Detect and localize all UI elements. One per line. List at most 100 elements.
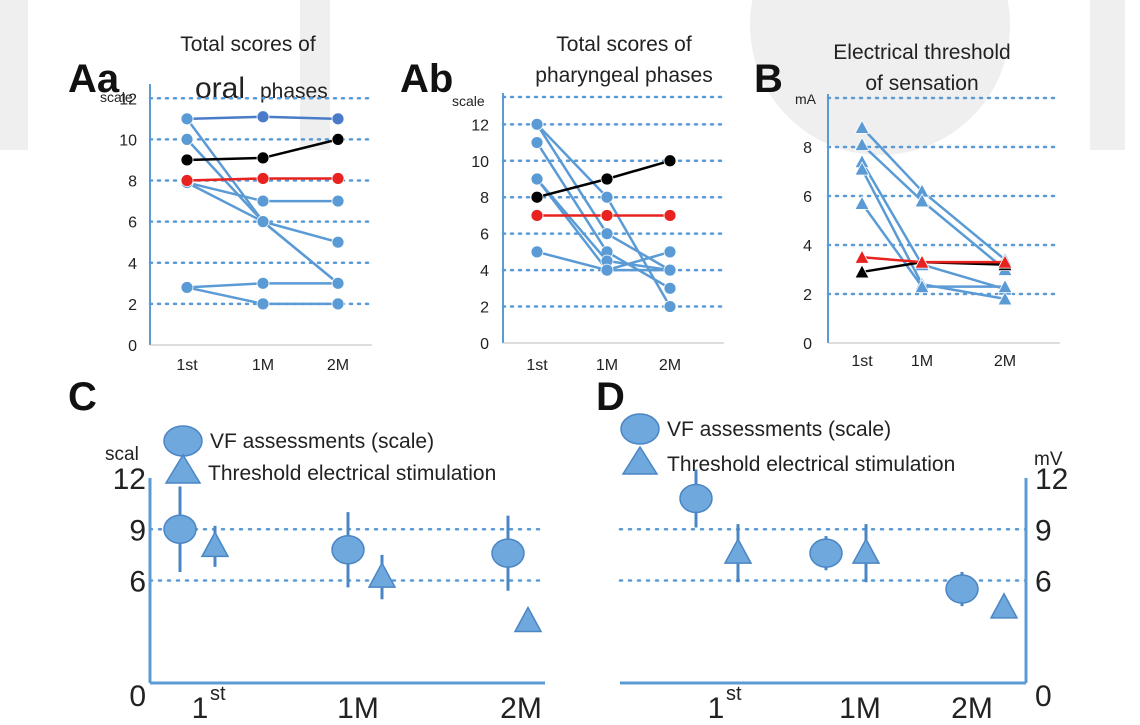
panel-letter-aa: Aa <box>68 57 120 101</box>
y-tick-label: 8 <box>480 190 489 207</box>
data-point <box>854 249 870 264</box>
series-line <box>860 161 1006 291</box>
y-tick-label: 0 <box>480 336 489 353</box>
chart-c: scal 0 6 9 12 1 st 1M 2M <box>105 444 547 725</box>
data-point <box>180 153 194 167</box>
legend-d-triangle-label: Threshold electrical stimulation <box>667 453 955 476</box>
chart-d: mV 0 6 9 12 1 st 1M 2M <box>618 449 1068 725</box>
x-tick-label: 1st <box>176 357 198 374</box>
series-line <box>861 256 1005 264</box>
data-point-triangle <box>513 605 543 633</box>
data-point <box>180 281 194 294</box>
data-point <box>663 281 677 295</box>
data-point <box>854 136 870 151</box>
data-point <box>663 300 677 313</box>
y-tick-label: 4 <box>803 238 812 255</box>
data-point <box>256 297 270 311</box>
y-tick-label: 12 <box>113 463 146 496</box>
legend-c-circle-label: VF assessments (scale) <box>210 430 434 453</box>
panel-letter-c: C <box>68 375 97 419</box>
y-tick-label: 6 <box>129 566 146 599</box>
watermark-logo <box>0 0 1125 155</box>
y-tick-label: 8 <box>128 174 137 191</box>
b-title-line2: of sensation <box>865 72 978 95</box>
data-point <box>997 291 1013 306</box>
legend-d: VF assessments (scale) Threshold electri… <box>620 413 955 476</box>
data-point <box>180 174 194 187</box>
y-tick-label: 2 <box>480 300 489 317</box>
data-point <box>854 264 870 279</box>
data-point <box>997 254 1013 269</box>
data-point <box>997 278 1013 294</box>
data-point <box>331 172 345 185</box>
data-point <box>530 136 544 149</box>
series-line <box>861 143 1006 271</box>
x-tick-label: 2M <box>327 357 349 374</box>
data-point <box>600 172 614 186</box>
y-tick-label: 0 <box>1035 680 1052 713</box>
data-point <box>600 227 614 241</box>
data-point <box>530 190 544 204</box>
y-tick-label: 10 <box>119 132 137 149</box>
data-point <box>914 278 930 294</box>
data-point-triangle <box>200 530 230 558</box>
data-point <box>331 132 345 146</box>
y-tick-label: 2 <box>803 287 812 304</box>
y-tick-label: 10 <box>471 154 489 171</box>
data-point <box>600 209 614 222</box>
data-point <box>600 263 614 277</box>
x-tick-superscript: st <box>726 683 742 705</box>
y-tick-label: 4 <box>128 256 137 273</box>
aa-title-line1: Total scores of <box>180 33 316 56</box>
x-tick-label: 2M <box>994 353 1016 370</box>
y-tick-label: 0 <box>803 336 812 353</box>
watermark-ring <box>750 0 1010 155</box>
data-point <box>256 215 270 229</box>
y-tick-label: 8 <box>803 140 812 157</box>
legend-d-circle-label: VF assessments (scale) <box>667 418 891 441</box>
data-point <box>663 263 677 277</box>
y-tick-label: 6 <box>803 189 812 206</box>
y-axis-label: mA <box>795 91 817 107</box>
y-tick-label: 6 <box>480 227 489 244</box>
chart-b: mA 0 2 4 6 8 1st 1M 2M <box>795 91 1062 370</box>
y-tick-label: 4 <box>480 263 489 280</box>
x-tick-label: 1 <box>708 692 725 725</box>
panel-letter-d: D <box>596 375 625 419</box>
data-point-circle <box>491 538 525 568</box>
panel-letter-b: B <box>754 57 783 101</box>
panel-letter-ab: Ab <box>400 57 453 101</box>
y-tick-label: 12 <box>1035 463 1068 496</box>
y-tick-label: 12 <box>471 117 489 134</box>
data-point <box>530 245 544 259</box>
x-tick-label: 1st <box>526 357 548 374</box>
data-point-circle <box>163 514 197 544</box>
data-point <box>854 161 870 176</box>
x-tick-label: 2M <box>951 692 993 725</box>
data-point-triangle <box>989 592 1019 619</box>
watermark-letter <box>0 0 28 150</box>
data-point-circle <box>331 535 365 565</box>
data-point-circle <box>945 574 979 604</box>
ab-title-line1: Total scores of <box>556 33 692 56</box>
data-point <box>331 297 345 311</box>
data-point <box>600 190 614 204</box>
legend-circle-marker <box>620 413 660 445</box>
data-point <box>331 112 345 126</box>
data-point <box>180 132 194 146</box>
data-point <box>530 117 544 131</box>
data-point <box>256 110 270 124</box>
legend-circle-marker <box>163 425 203 457</box>
data-point <box>854 195 870 210</box>
data-point <box>663 209 677 222</box>
legend-c-triangle-label: Threshold electrical stimulation <box>208 462 496 485</box>
data-point <box>256 276 270 290</box>
y-axis-label: scal <box>105 444 139 465</box>
y-tick-label: 9 <box>129 514 146 547</box>
x-tick-label: 1M <box>252 357 274 374</box>
chart-aa: scale 0 2 4 6 8 10 12 1st 1M 2M <box>100 84 374 374</box>
data-point-circle <box>809 538 843 568</box>
y-tick-label: 6 <box>128 215 137 232</box>
x-tick-label: 1M <box>839 692 881 725</box>
